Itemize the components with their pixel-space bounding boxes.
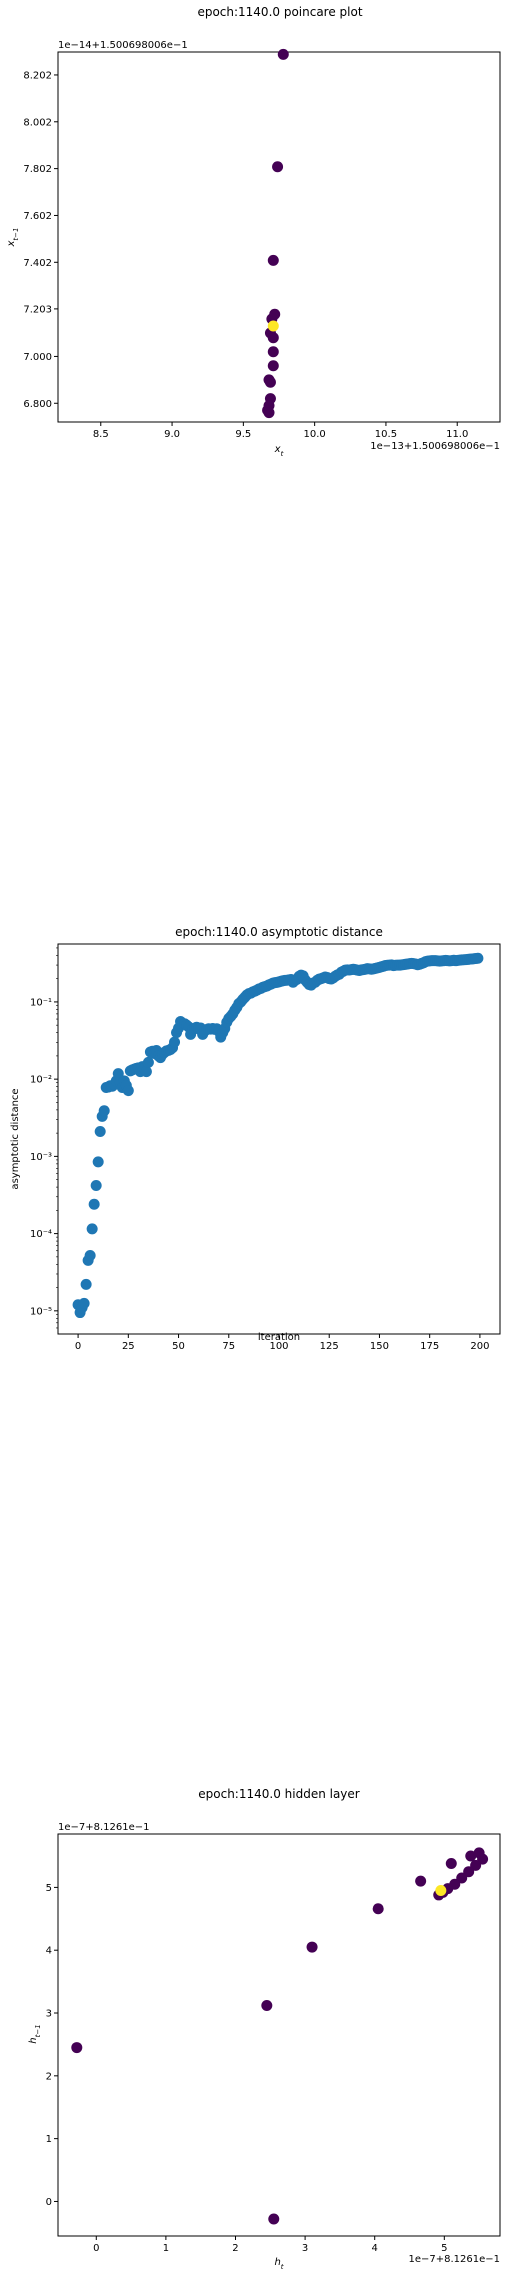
asymptotic-x-label: iteration [258, 1332, 300, 1343]
hidden-x-tick-label: 2 [232, 2243, 238, 2254]
asymptotic-x-tick-label: 200 [470, 1341, 489, 1352]
asymptotic-y-tick-label: 10⁻³ [30, 1152, 52, 1163]
hidden-x-tick-label: 0 [93, 2243, 99, 2254]
asymptotic-point [142, 1056, 154, 1068]
poincare-point [267, 332, 279, 344]
asymptotic-x-tick-label: 25 [122, 1341, 135, 1352]
asymptotic-x-tick-label: 50 [172, 1341, 185, 1352]
hidden-x-tick-label: 1 [163, 2243, 169, 2254]
hidden-point [415, 1875, 427, 1887]
asymptotic-point [86, 1223, 98, 1235]
asymptotic-point [80, 1278, 92, 1290]
asymptotic-point [90, 1179, 102, 1191]
poincare-y-tick-label: 7.602 [23, 211, 52, 222]
asymptotic-point [169, 1036, 181, 1048]
poincare-y-tick-label: 8.202 [23, 70, 52, 81]
hidden-x-tick-label: 5 [441, 2243, 447, 2254]
hidden-point [372, 1903, 384, 1915]
poincare-y-tick-label: 6.800 [23, 399, 52, 410]
asymptotic-x-tick-label: 175 [420, 1341, 439, 1352]
asymptotic-x-tick-label: 150 [370, 1341, 389, 1352]
poincare-x-label: xt [274, 444, 284, 458]
hidden-point [306, 1941, 318, 1953]
asymptotic-point [94, 1125, 106, 1137]
hidden-figure: epoch:1140.0 hidden layer 0 1 2 3 4 5 0 1 2 3 4 5 1… [28, 1787, 501, 2269]
hidden-point-highlight [435, 1885, 447, 1897]
hidden-y-tick-label: 3 [46, 2009, 52, 2020]
hidden-point [465, 1850, 477, 1862]
poincare-y-offset: 1e−14+1.500698006e−1 [58, 40, 188, 51]
asymptotic-axes-frame [57, 943, 501, 1335]
asymptotic-x-tick-label: 0 [75, 1341, 81, 1352]
poincare-point [264, 376, 276, 388]
asymptotic-y-tick-label: 10⁻¹ [30, 997, 52, 1008]
asymptotic-point [88, 1198, 100, 1210]
asymptotic-point [140, 1066, 152, 1078]
hidden-axes-frame [57, 1833, 501, 2237]
asymptotic-x-tick-label: 125 [320, 1341, 339, 1352]
asymptotic-point [122, 1085, 134, 1097]
asymptotic-y-tick-label: 10⁻⁵ [30, 1306, 52, 1317]
hidden-y-tick-label: 2 [46, 2071, 52, 2082]
hidden-point [268, 2213, 280, 2225]
poincare-y-tick-label: 7.402 [23, 258, 52, 269]
poincare-x-offset: 1e−13+1.500698006e−1 [370, 441, 500, 452]
poincare-x-tick-label: 10.5 [375, 429, 397, 440]
asymptotic-figure: epoch:1140.0 asymptotic distance 0 25 50 75… [10, 925, 501, 1352]
hidden-y-tick-label: 0 [46, 2197, 52, 2208]
hidden-title: epoch:1140.0 hidden layer [198, 1787, 360, 1801]
poincare-figure: epoch:1140.0 poincare plot 8.5 9.0 9.5 10.0… [6, 5, 501, 458]
hidden-y-offset: 1e−7+8.1261e−1 [58, 1822, 150, 1833]
hidden-point [71, 2042, 83, 2054]
hidden-y-tick-label: 4 [46, 1946, 52, 1957]
asymptotic-x-tick-label: 75 [222, 1341, 235, 1352]
hidden-y-tick-label: 1 [46, 2134, 52, 2145]
poincare-x-tick-label: 11.0 [446, 429, 468, 440]
asymptotic-point [78, 1297, 90, 1309]
poincare-point-highlight [267, 320, 279, 332]
hidden-x-tick-label: 3 [302, 2243, 308, 2254]
poincare-x-tick-label: 8.5 [93, 429, 109, 440]
poincare-x-tick-label: 9.0 [164, 429, 180, 440]
asymptotic-y-label: asymptotic distance [10, 1088, 21, 1189]
poincare-point [267, 254, 279, 266]
asymptotic-y-tick-label: 10⁻⁴ [30, 1229, 52, 1240]
poincare-point [277, 48, 289, 60]
poincare-y-tick-label: 8.002 [23, 117, 52, 128]
hidden-x-tick-label: 4 [372, 2243, 378, 2254]
hidden-y-tick-label: 5 [46, 1883, 52, 1894]
poincare-point [272, 161, 284, 173]
asymptotic-x-tick-label: 100 [269, 1341, 288, 1352]
poincare-y-label: xt−1 [6, 228, 20, 248]
asymptotic-point [98, 1105, 110, 1117]
asymptotic-y-tick-label: 10⁻² [30, 1075, 52, 1086]
asymptotic-point [84, 1250, 96, 1262]
hidden-x-offset: 1e−7+8.1261e−1 [408, 2254, 500, 2265]
asymptotic-point [472, 952, 484, 964]
poincare-title: epoch:1140.0 poincare plot [197, 5, 362, 19]
hidden-x-label: ht [274, 2257, 283, 2269]
poincare-y-tick-label: 7.203 [23, 304, 52, 315]
poincare-point [267, 360, 279, 372]
hidden-point [261, 1999, 273, 2011]
poincare-axes-frame [57, 51, 501, 423]
poincare-y-tick-label: 7.000 [23, 352, 52, 363]
poincare-x-tick-label: 10.0 [304, 429, 326, 440]
asymptotic-point [92, 1156, 104, 1168]
asymptotic-title: epoch:1140.0 asymptotic distance [175, 925, 383, 939]
poincare-y-tick-label: 7.802 [23, 164, 52, 175]
hidden-point [445, 1858, 457, 1870]
poincare-point [263, 407, 275, 419]
poincare-x-tick-label: 9.5 [235, 429, 251, 440]
asymptotic-point [112, 1068, 124, 1080]
hidden-y-label: ht−1 [28, 2024, 42, 2043]
poincare-point [267, 346, 279, 358]
